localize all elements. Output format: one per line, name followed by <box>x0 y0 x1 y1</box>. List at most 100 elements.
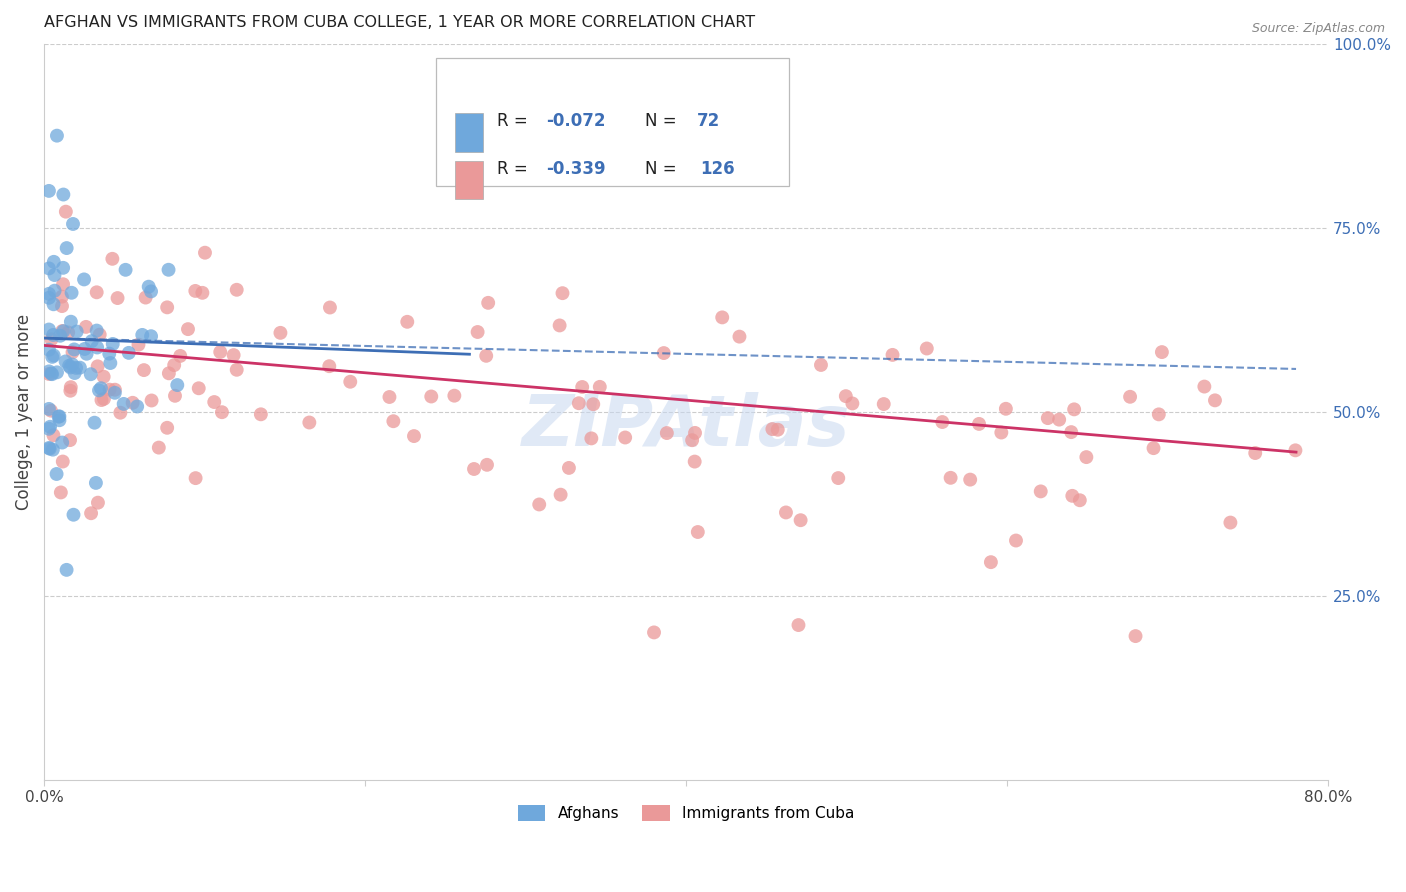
Point <box>475 349 498 363</box>
Point <box>194 245 217 260</box>
Point <box>41 367 63 381</box>
Point <box>55 241 77 255</box>
Point <box>42 428 65 442</box>
Point <box>66 325 89 339</box>
Point <box>1047 412 1070 426</box>
Point <box>62 217 84 231</box>
Point <box>319 301 342 315</box>
Point <box>131 327 153 342</box>
Point <box>1069 493 1091 508</box>
Point <box>104 383 127 397</box>
Point <box>652 346 675 360</box>
Point <box>46 365 69 379</box>
Point <box>135 291 157 305</box>
Point <box>787 618 810 632</box>
Text: N =: N = <box>645 160 682 178</box>
Point <box>86 341 108 355</box>
Point <box>58 359 80 373</box>
Point <box>141 393 163 408</box>
Point <box>835 389 858 403</box>
Point <box>184 284 207 298</box>
Point <box>298 416 321 430</box>
Point <box>882 348 904 362</box>
Point <box>52 187 75 202</box>
Point <box>38 343 60 357</box>
Point <box>59 384 82 398</box>
Point <box>52 277 75 292</box>
Point <box>1063 402 1085 417</box>
Point <box>841 396 863 410</box>
Point <box>568 396 591 410</box>
FancyBboxPatch shape <box>456 113 484 152</box>
Text: Source: ZipAtlas.com: Source: ZipAtlas.com <box>1251 22 1385 36</box>
Point <box>967 417 990 431</box>
Point <box>1284 443 1306 458</box>
Point <box>89 327 111 342</box>
Point <box>581 431 603 445</box>
Point <box>62 345 84 359</box>
Point <box>80 334 103 348</box>
Point <box>939 471 962 485</box>
Point <box>39 367 62 381</box>
Text: -0.072: -0.072 <box>546 112 606 130</box>
Point <box>93 392 115 406</box>
Point <box>225 363 247 377</box>
Point <box>38 364 60 378</box>
Point <box>1036 411 1059 425</box>
Point <box>225 283 247 297</box>
Point <box>1150 345 1173 359</box>
Point <box>269 326 291 340</box>
Point <box>84 475 107 490</box>
Point <box>915 342 938 356</box>
Point <box>959 473 981 487</box>
Point <box>112 397 135 411</box>
Point <box>75 319 97 334</box>
Point <box>728 329 751 343</box>
Point <box>789 513 811 527</box>
Point <box>994 401 1017 416</box>
Point <box>163 389 186 403</box>
Point <box>104 385 127 400</box>
Point <box>49 328 72 343</box>
Point <box>52 324 75 338</box>
Point <box>38 401 60 416</box>
Point <box>49 485 72 500</box>
Point <box>52 260 75 275</box>
Point <box>44 268 66 282</box>
Point <box>139 285 162 299</box>
Point <box>402 429 425 443</box>
Point <box>643 625 665 640</box>
Point <box>582 397 605 411</box>
Point <box>42 442 65 457</box>
Text: AFGHAN VS IMMIGRANTS FROM CUBA COLLEGE, 1 YEAR OR MORE CORRELATION CHART: AFGHAN VS IMMIGRANTS FROM CUBA COLLEGE, … <box>44 15 755 30</box>
Point <box>48 409 70 424</box>
Point <box>87 496 110 510</box>
Point <box>46 128 69 143</box>
Point <box>209 345 232 359</box>
Point <box>1142 441 1164 455</box>
Point <box>683 454 706 468</box>
Point <box>38 286 60 301</box>
Point <box>98 346 121 360</box>
Point <box>44 284 66 298</box>
Point <box>711 310 734 325</box>
Point <box>775 506 797 520</box>
Point <box>45 467 67 481</box>
Point <box>463 462 485 476</box>
Point <box>191 285 214 300</box>
Text: 126: 126 <box>700 160 735 178</box>
Point <box>59 315 82 329</box>
Point <box>184 471 207 485</box>
Point <box>382 414 405 428</box>
Point <box>86 359 108 374</box>
Point <box>63 343 86 357</box>
Point <box>1194 379 1216 393</box>
Point <box>157 262 180 277</box>
Point <box>90 393 112 408</box>
Point <box>55 563 77 577</box>
Point <box>42 349 65 363</box>
Point <box>93 369 115 384</box>
Point <box>810 358 832 372</box>
Point <box>187 381 209 395</box>
Point <box>38 422 60 436</box>
